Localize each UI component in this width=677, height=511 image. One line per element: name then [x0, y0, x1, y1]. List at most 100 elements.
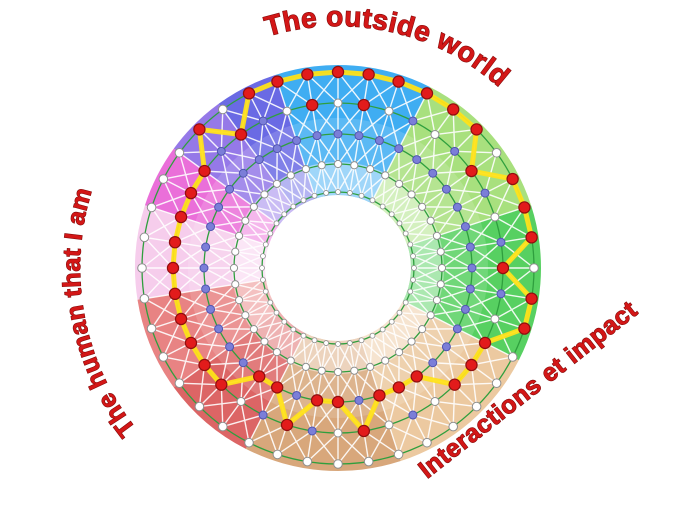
node-r2-s7[interactable] [480, 188, 490, 198]
node-hole-s7[interactable] [402, 230, 409, 237]
node-r1-s30[interactable] [199, 263, 209, 273]
node-r2-s15[interactable] [448, 378, 461, 391]
node-r0-s7[interactable] [426, 216, 435, 225]
node-r0-s36[interactable] [272, 179, 281, 188]
node-hole-s19[interactable] [346, 340, 353, 346]
node-r2-s30[interactable] [166, 261, 180, 275]
node-r1-s35[interactable] [238, 168, 248, 178]
node-r3-s6[interactable] [491, 147, 502, 158]
node-r1-s16[interactable] [410, 370, 423, 383]
node-r2-s36[interactable] [234, 128, 248, 141]
node-r3-s20[interactable] [333, 459, 343, 469]
node-r3-s34[interactable] [174, 147, 185, 158]
node-hole-s25[interactable] [281, 318, 288, 325]
node-hole-s23[interactable] [300, 332, 307, 339]
node-hole-s1[interactable] [346, 190, 353, 196]
node-r2-s27[interactable] [184, 336, 198, 350]
node-r3-s16[interactable] [448, 421, 459, 432]
node-r1-s19[interactable] [354, 395, 364, 405]
node-r2-s28[interactable] [174, 312, 188, 326]
node-r3-s0[interactable] [331, 65, 345, 79]
node-r1-s29[interactable] [201, 284, 211, 294]
node-r2-s3[interactable] [408, 116, 418, 126]
node-r1-s20[interactable] [331, 395, 345, 409]
node-r1-s15[interactable] [428, 358, 438, 368]
node-hole-s0[interactable] [335, 189, 341, 195]
node-r0-s1[interactable] [350, 161, 359, 170]
node-r3-s39[interactable] [301, 68, 314, 81]
node-r1-s17[interactable] [392, 381, 406, 394]
node-r1-s22[interactable] [292, 390, 302, 400]
node-r2-s31[interactable] [168, 235, 182, 249]
node-r0-s10[interactable] [437, 263, 447, 273]
node-r1-s32[interactable] [206, 222, 216, 232]
node-r0-s14[interactable] [418, 325, 427, 334]
node-r0-s23[interactable] [286, 356, 295, 365]
node-r2-s39[interactable] [305, 98, 319, 112]
node-r0-s5[interactable] [407, 190, 416, 199]
node-r3-s27[interactable] [158, 352, 169, 362]
node-r0-s28[interactable] [234, 296, 244, 305]
node-r3-s36[interactable] [217, 104, 228, 115]
node-r1-s39[interactable] [312, 131, 322, 141]
node-r0-s15[interactable] [407, 337, 416, 346]
node-hole-s15[interactable] [388, 318, 395, 325]
node-r0-s39[interactable] [317, 161, 326, 170]
node-r2-s21[interactable] [307, 426, 317, 436]
node-r2-s12[interactable] [490, 314, 500, 324]
node-r1-s11[interactable] [465, 284, 475, 294]
node-r3-s28[interactable] [146, 323, 157, 334]
node-r1-s27[interactable] [214, 324, 224, 334]
node-r3-s11[interactable] [525, 292, 538, 305]
node-r0-s22[interactable] [301, 362, 310, 372]
node-r3-s29[interactable] [139, 293, 150, 304]
node-r2-s17[interactable] [408, 410, 418, 420]
node-r3-s24[interactable] [217, 421, 228, 432]
node-r0-s11[interactable] [436, 280, 445, 289]
node-r1-s9[interactable] [465, 242, 475, 252]
node-r0-s30[interactable] [229, 263, 239, 273]
node-r2-s6[interactable] [465, 164, 478, 178]
node-r0-s27[interactable] [241, 311, 250, 320]
node-r0-s34[interactable] [249, 202, 258, 211]
node-r2-s32[interactable] [174, 210, 188, 224]
node-r2-s38[interactable] [282, 106, 292, 116]
node-r1-s7[interactable] [452, 202, 462, 212]
node-r3-s14[interactable] [491, 378, 502, 389]
node-r1-s14[interactable] [441, 342, 451, 352]
node-r2-s26[interactable] [198, 358, 211, 372]
node-r2-s2[interactable] [384, 106, 394, 116]
node-r0-s8[interactable] [432, 231, 442, 240]
node-r1-s5[interactable] [428, 168, 438, 178]
node-r1-s25[interactable] [238, 358, 248, 368]
node-r3-s21[interactable] [302, 456, 313, 467]
node-r2-s25[interactable] [215, 378, 228, 391]
node-r2-s4[interactable] [430, 130, 440, 140]
node-hole-s14[interactable] [396, 309, 403, 316]
node-hole-s37[interactable] [300, 197, 307, 204]
node-r0-s21[interactable] [317, 366, 326, 375]
node-hole-s16[interactable] [379, 326, 386, 333]
node-hole-s22[interactable] [311, 337, 318, 344]
node-hole-s34[interactable] [273, 220, 280, 227]
node-r1-s1[interactable] [354, 131, 364, 141]
node-r2-s22[interactable] [280, 418, 294, 432]
node-hole-s32[interactable] [262, 241, 269, 248]
node-r0-s12[interactable] [432, 296, 442, 305]
node-hole-s9[interactable] [410, 253, 416, 260]
node-r3-s13[interactable] [507, 352, 518, 362]
node-hole-s35[interactable] [281, 211, 288, 218]
node-r3-s37[interactable] [242, 87, 256, 100]
node-r2-s23[interactable] [258, 410, 268, 420]
node-r1-s33[interactable] [214, 202, 224, 212]
node-r2-s11[interactable] [496, 289, 506, 299]
node-hole-s31[interactable] [260, 253, 266, 260]
node-r0-s25[interactable] [260, 337, 269, 346]
node-hole-s3[interactable] [369, 197, 376, 204]
node-r2-s20[interactable] [333, 428, 343, 438]
node-r1-s24[interactable] [253, 370, 266, 383]
node-hole-s33[interactable] [267, 230, 274, 237]
node-r2-s29[interactable] [168, 287, 182, 301]
node-r0-s17[interactable] [381, 356, 390, 365]
node-r2-s24[interactable] [236, 396, 246, 406]
